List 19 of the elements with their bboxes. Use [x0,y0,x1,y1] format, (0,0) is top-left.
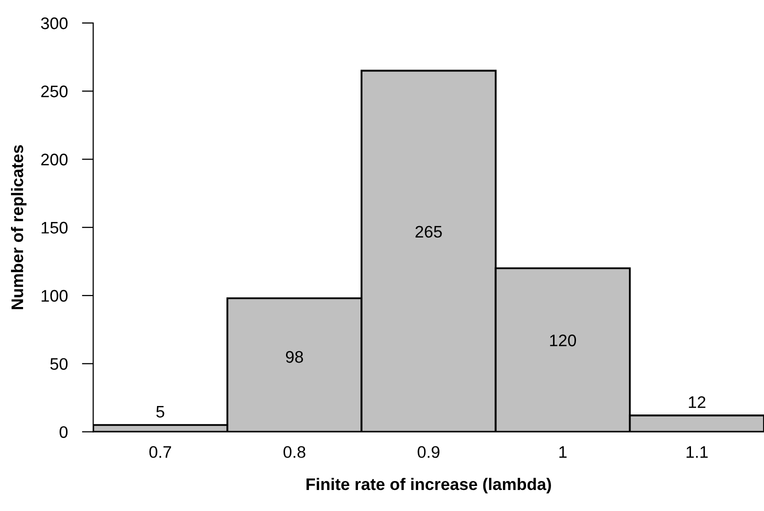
data-label: 5 [156,406,164,418]
data-label: 12 [688,396,706,408]
y-axis-title: Number of replicates [10,145,27,310]
x-tick-label: 0.8 [284,446,306,458]
y-tick-label: 200 [41,154,68,166]
data-label: 98 [286,351,303,363]
data-label: 120 [550,334,576,346]
x-axis-title: Finite rate of increase (lambda) [306,478,551,494]
y-tick-label: 0 [60,426,68,438]
y-tick-label: 100 [42,290,68,302]
y-tick-label: 300 [41,17,68,30]
y-tick-label: 50 [50,358,68,370]
data-label: 265 [416,226,442,238]
x-tick-label: 0.9 [418,446,440,458]
x-tick-label: 1 [559,446,567,458]
x-tick-label: 1.1 [686,446,708,458]
x-tick-label: 0.7 [149,446,172,458]
y-tick-label: 150 [42,222,68,234]
y-tick-label: 250 [41,86,68,98]
